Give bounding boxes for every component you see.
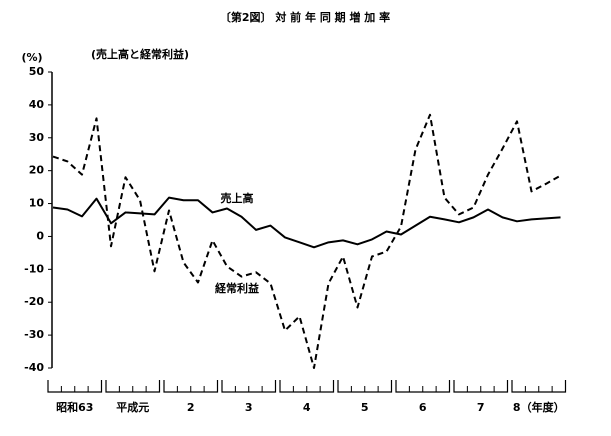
x-tick-label: 5: [361, 401, 369, 414]
x-tick-label: 3: [245, 401, 253, 414]
series-label: 売上高: [221, 191, 254, 205]
chart-subtitle: (売上高と経常利益): [91, 47, 189, 61]
x-tick-label: 8（年度）: [513, 400, 565, 414]
series-line: [52, 113, 561, 369]
x-tick-label: 7: [477, 401, 485, 414]
y-tick-label: -20: [24, 295, 44, 308]
series-line: [52, 196, 561, 249]
y-tick-label: -10: [24, 262, 44, 275]
y-tick-label: 0: [36, 229, 44, 242]
y-tick-label: -40: [24, 361, 44, 374]
y-tick-label: 50: [29, 65, 45, 78]
chart-title: 〔第2図〕 対 前 年 同 期 増 加 率: [220, 10, 390, 24]
y-tick-label: 30: [29, 131, 45, 144]
x-tick-label: 6: [419, 401, 427, 414]
x-tick-label: 2: [187, 401, 195, 414]
series-label: 経常利益: [215, 281, 259, 295]
y-tick-label: 40: [29, 98, 45, 111]
x-tick-label: 平成元: [116, 400, 149, 414]
x-tick-label: 4: [303, 401, 311, 414]
y-tick-label: -30: [24, 328, 44, 341]
x-tick-label: 昭和63: [56, 400, 93, 414]
y-axis-label: (%): [21, 51, 42, 64]
y-tick-label: 20: [29, 164, 45, 177]
y-tick-label: 10: [29, 197, 45, 210]
